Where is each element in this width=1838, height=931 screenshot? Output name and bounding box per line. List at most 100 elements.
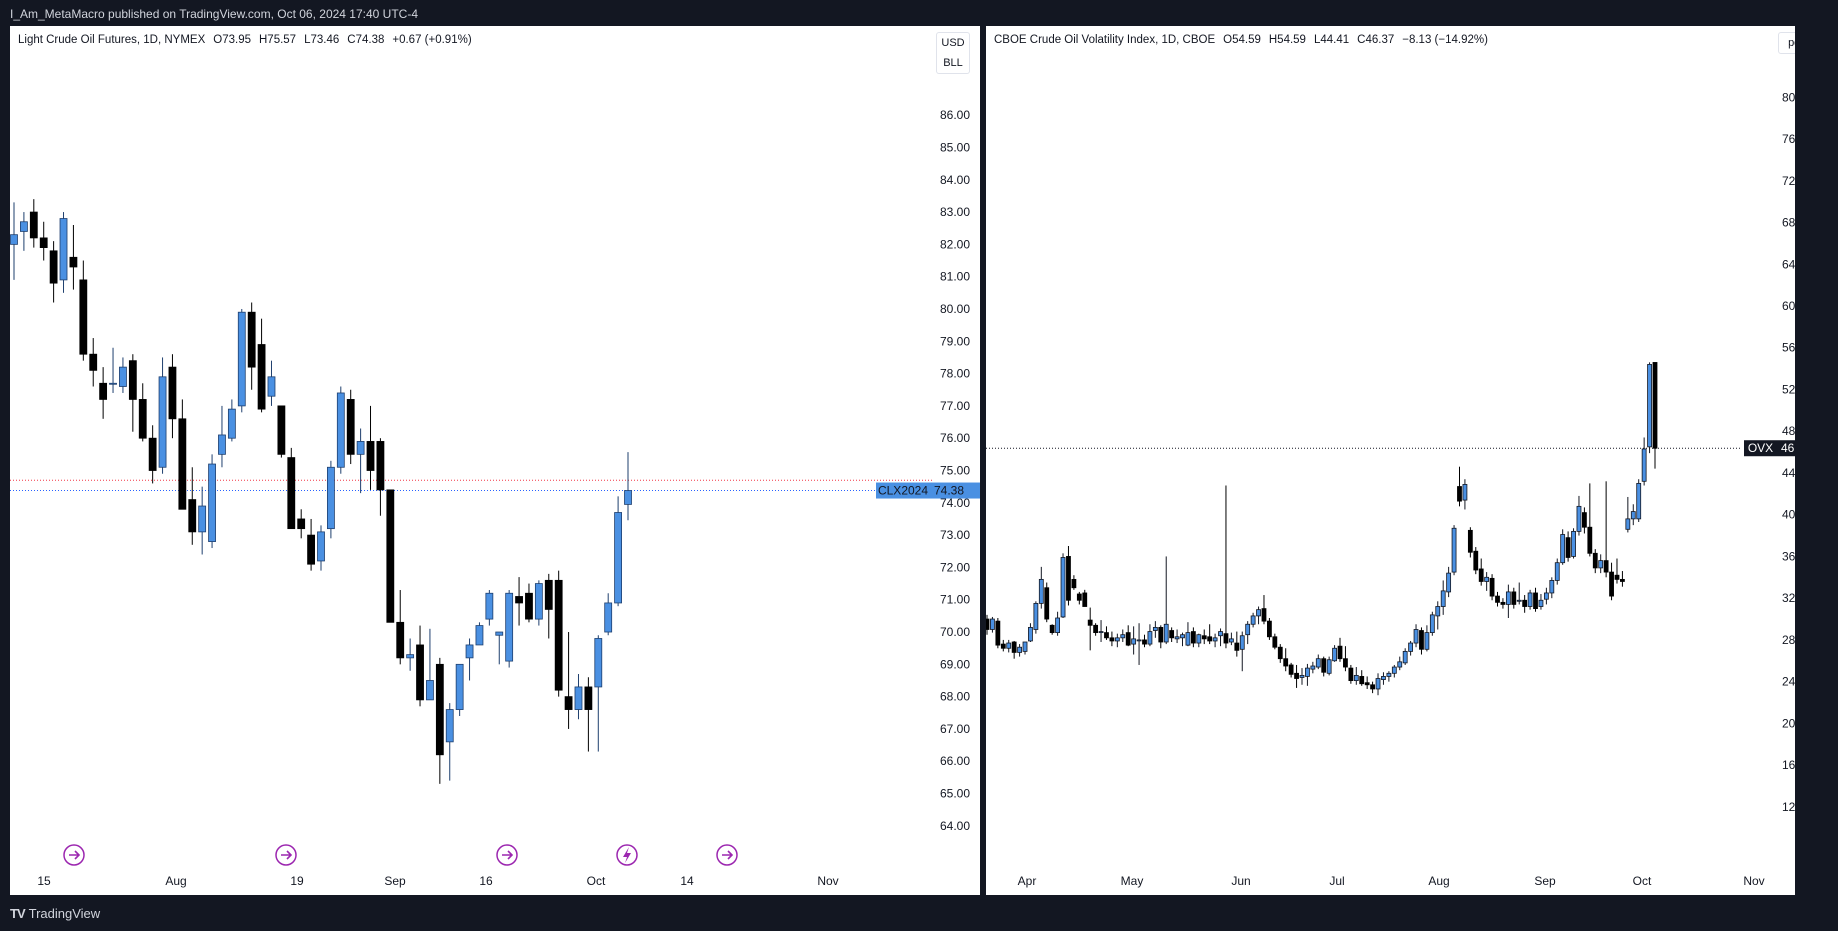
legend-close: C46.37 [1357,34,1395,46]
crude-oil-candlestick-chart[interactable]: 86.00 85.00 84.00 83.00 82.00 81.00 80.00 79.00… [10,26,980,895]
legend-open: O73.95 [213,34,251,46]
candle-body [307,534,315,565]
candle-body [1592,552,1598,569]
candle-body [624,490,632,505]
candle-body [1571,530,1576,557]
candle-body [1125,632,1131,646]
crude-oil-futures-chart-panel[interactable]: 86.00 85.00 84.00 83.00 82.00 81.00 80.00 79.00… [10,26,980,895]
candle-body [1397,661,1403,668]
candle-body [1364,682,1370,686]
candle-body [1620,578,1625,582]
candle-body [1473,550,1479,571]
y-tick-label: 72.00 [940,560,970,574]
candle-body [1093,624,1099,634]
dividend-arrow-icon[interactable] [63,844,85,866]
dividend-arrow-icon[interactable] [275,844,297,866]
candle-body [128,360,137,400]
dividend-arrow-icon[interactable] [716,844,738,866]
candle-body [89,353,98,371]
candle-body [1049,624,1055,634]
candle-body [386,489,395,623]
candle-body [416,644,424,701]
candle-body [1462,484,1468,501]
legend-change: +0.67 (+0.91%) [392,34,472,46]
candle-body [1565,537,1571,558]
x-tick-label: Jun [1231,874,1250,888]
tradingview-logo[interactable]: TV TradingView [10,906,100,921]
candle-body [1114,637,1120,642]
candle-body [168,366,177,420]
candle-body [1375,678,1381,690]
candle-body [1576,505,1582,532]
currency-usd-button[interactable]: USD [936,32,970,53]
candle-body [1201,635,1207,640]
candle-body [1435,606,1441,617]
candle-body [1489,577,1495,597]
publish-info: I_Am_MetaMacro published on TradingView.… [10,7,418,21]
candle-body [1533,592,1538,610]
candle-body [1261,608,1267,622]
lightning-icon[interactable] [616,844,638,866]
x-tick-label: Nov [1743,874,1764,888]
y-tick-label: 68.00 [940,690,970,704]
candle-body [317,531,325,562]
y-tick-label: 76.00 [1782,132,1795,146]
candle-body [1413,629,1419,644]
candle-body [1321,658,1327,673]
x-tick-label: Aug [165,874,186,888]
publish-header: I_Am_MetaMacro published on TradingView.… [0,0,1838,26]
candle-body [445,709,454,743]
candle-body [287,457,296,530]
candle-body [1581,512,1587,528]
unit-point-button[interactable]: point [1778,32,1795,54]
candle-body [1408,642,1414,652]
candle-body [1082,592,1088,607]
candle-body [1522,599,1528,607]
x-tick-label: Aug [1428,874,1449,888]
legend-high: H54.59 [1268,34,1306,46]
candle-body [1158,626,1164,643]
y-tick-label: 71.00 [940,593,970,607]
candle-body [1451,527,1457,573]
x-tick-label: 19 [290,874,304,888]
candle-body [1294,672,1299,679]
candle-body [376,441,385,491]
legend-symbol: CBOE Crude Oil Volatility Index, 1D, CBO… [994,34,1216,46]
candle-body [1288,664,1294,675]
candle-body [178,418,187,510]
y-tick-label: 80.00 [1782,90,1795,104]
y-tick-label: 78.00 [940,367,970,381]
candle-body [1315,658,1321,668]
candle-body [1348,667,1354,682]
candle-body [594,638,603,688]
candle-body [1245,623,1251,636]
unit-bll-button[interactable]: BLL [936,53,970,74]
y-tick-label: 65.00 [940,787,970,801]
ovx-candlestick-chart[interactable]: 80.00 76.00 72.00 68.00 64.00 60.00 56.00 52.00… [986,26,1795,895]
y-tick-label: 67.00 [940,722,970,736]
candle-body [495,631,504,636]
candle-body [1277,646,1283,660]
candle-body [1419,630,1424,650]
candle-body [1305,667,1310,677]
candle-body [1560,534,1566,564]
y-tick-label: 48.00 [1782,424,1795,438]
dividend-arrow-icon[interactable] [496,844,518,866]
candle-body [218,434,226,455]
ovx-chart-panel[interactable]: 80.00 76.00 72.00 68.00 64.00 60.00 56.00 52.00… [986,26,1795,895]
candle-body [554,579,563,691]
candle-body [1131,638,1137,645]
candle-body [435,663,444,756]
candle-body [208,463,216,542]
candle-body [1603,560,1609,573]
y-tick-label: 32.00 [1782,591,1795,605]
candle-body [1174,636,1180,640]
candle-body [1228,638,1234,643]
candle-body [1402,650,1408,664]
x-tick-label: May [1121,874,1144,888]
candle-body [1185,632,1191,646]
price-value: 46.37 [1781,441,1795,455]
candle-body [1066,556,1071,601]
y-tick-label: 64.00 [1782,257,1795,271]
candle-body [584,686,593,710]
